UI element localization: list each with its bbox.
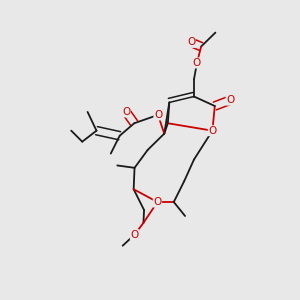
Text: O: O: [122, 107, 130, 117]
Text: O: O: [187, 38, 195, 47]
Text: O: O: [208, 126, 217, 136]
Text: O: O: [153, 197, 162, 207]
Text: O: O: [193, 58, 201, 68]
Text: O: O: [226, 95, 234, 105]
Text: O: O: [130, 230, 139, 240]
Text: O: O: [154, 110, 162, 120]
